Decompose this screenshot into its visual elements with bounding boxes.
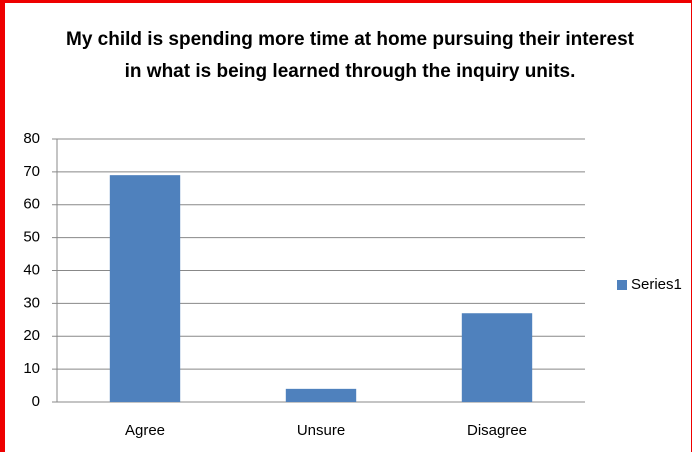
y-tick-label: 40 xyxy=(23,261,40,278)
y-tick-label: 0 xyxy=(32,393,40,410)
y-tick-label: 20 xyxy=(23,327,40,344)
y-tick-label: 70 xyxy=(23,163,40,180)
legend-swatch xyxy=(617,280,627,290)
bar xyxy=(109,175,181,402)
y-tick-label: 80 xyxy=(23,130,40,147)
chart-title: My child is spending more time at home p… xyxy=(66,29,634,82)
y-tick-label: 50 xyxy=(23,229,40,246)
y-tick-label: 30 xyxy=(23,294,40,311)
legend-label: Series1 xyxy=(631,276,682,293)
x-tick-label: Disagree xyxy=(467,422,527,439)
y-tick-label: 60 xyxy=(23,196,40,213)
x-tick-label: Unsure xyxy=(297,422,345,439)
x-tick-label: Agree xyxy=(125,422,165,439)
bar xyxy=(461,313,533,402)
y-tick-label: 10 xyxy=(23,360,40,377)
bar xyxy=(285,388,357,402)
